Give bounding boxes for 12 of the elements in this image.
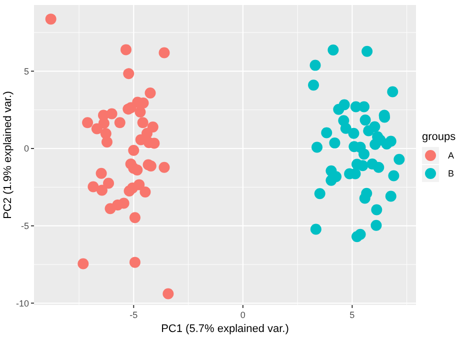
x-tick-label: 0 (240, 310, 246, 320)
y-axis-title: PC2 (1.9% explained var.) (2, 91, 14, 219)
y-tick-label: -5 (20, 220, 29, 231)
legend-label: A (448, 150, 454, 161)
y-tick-label: 0 (24, 144, 29, 154)
legend-label: B (448, 168, 454, 179)
y-tick-label: -10 (16, 298, 29, 308)
legend-title: groups (422, 131, 456, 143)
y-tick-label: 5 (24, 66, 29, 76)
x-tick-label: 5 (350, 310, 355, 320)
x-axis-title: PC1 (5.7% explained var.) (161, 323, 289, 335)
x-tick-label: -5 (130, 310, 138, 320)
